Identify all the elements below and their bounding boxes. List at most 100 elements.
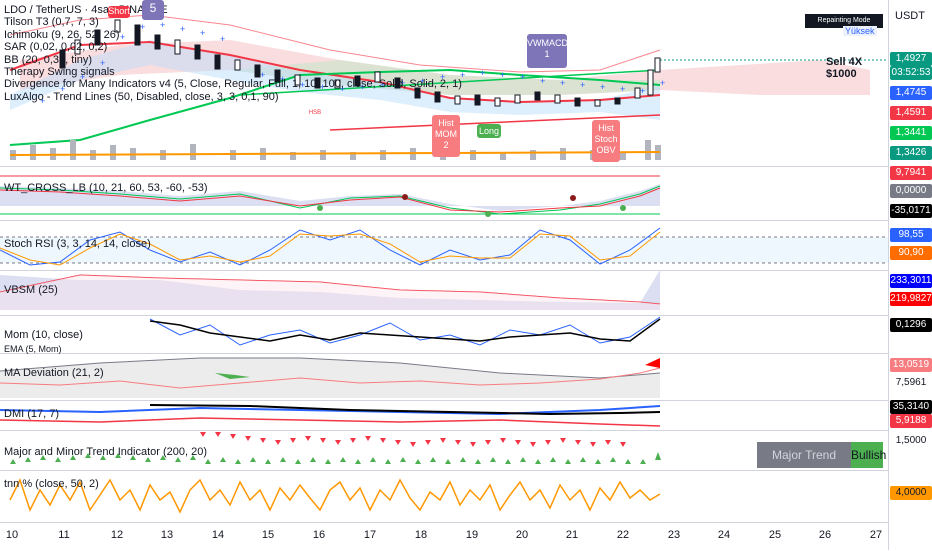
vbsm-legend[interactable]: VBSM (25)	[4, 284, 58, 296]
major-trend-label: Major Trend	[757, 442, 851, 468]
svg-text:+: +	[380, 80, 385, 90]
svg-text:+: +	[320, 82, 325, 92]
time-axis[interactable]: 10 11 12 13 14 15 16 17 18 19 20 21 22 2…	[0, 522, 888, 551]
stoch-tag-2: 90,90	[890, 246, 932, 260]
vbsm-tag-1: 233,3011	[890, 274, 932, 288]
legend-tilson[interactable]: Tilson T3 (0,7, 7, 3)	[4, 16, 99, 29]
long-signal-badge[interactable]: Long	[477, 124, 501, 138]
dmi-legend[interactable]: DMI (17, 7)	[4, 408, 60, 420]
svg-text:+: +	[640, 86, 645, 96]
x-tick: 14	[211, 529, 225, 541]
mom-pane[interactable]: Mom (10, close) EMA (5, Mom)	[0, 315, 888, 354]
svg-text:+: +	[580, 80, 585, 90]
tnn-pane[interactable]: tnn % (close, 50, 2)	[0, 470, 888, 522]
svg-text:+: +	[300, 80, 305, 90]
mom-svg	[149, 316, 661, 346]
vwmacd-badge[interactable]: VWMACD 1	[527, 34, 568, 68]
main-price-pane[interactable]: + + + + + + + + + + + + + + + + + + + + + + + + + + + + + + …	[0, 0, 888, 167]
svg-text:+: +	[420, 76, 425, 86]
svg-text:+: +	[460, 70, 465, 80]
ma-deviation-legend[interactable]: MA Deviation (21, 2)	[4, 367, 104, 379]
price-tag-green: 1,3441	[890, 126, 932, 140]
stoch-rsi-legend[interactable]: Stoch RSI (3, 3, 14, 14, close)	[4, 238, 151, 250]
mom-legend[interactable]: Mom (10, close)	[4, 329, 83, 341]
price-tag-countdown: 03:52:53	[890, 66, 932, 80]
wave-5-badge[interactable]: 5	[142, 0, 164, 20]
x-tick: 11	[58, 529, 70, 541]
short-signal-badge[interactable]: Short	[108, 6, 130, 18]
major-minor-trend-pane[interactable]: Major and Minor Trend Indicator (200, 20…	[0, 430, 888, 471]
svg-text:+: +	[280, 74, 285, 84]
x-tick: 20	[515, 529, 529, 541]
legend-luxalgo[interactable]: LuxAlgo - Trend Lines (50, Disabled, clo…	[4, 90, 279, 103]
currency-selector[interactable]: USDT	[895, 10, 925, 22]
madev-tag-2: 7,5961	[895, 377, 927, 388]
svg-text:+: +	[660, 78, 665, 88]
vbsm-tag-2: 219,9827	[890, 292, 932, 306]
svg-text:+: +	[440, 72, 445, 82]
x-tick: 16	[312, 529, 326, 541]
madev-tag-1: 13,0519	[890, 358, 932, 372]
x-tick: 13	[160, 529, 174, 541]
major-trend-value: Bullish	[851, 442, 886, 468]
tnn-tag: 4,0000	[890, 486, 932, 500]
svg-text:+: +	[480, 68, 485, 78]
legend-symbol[interactable]: LDO / TetherUS · 4sa · BINANCE	[4, 4, 168, 16]
svg-text:+: +	[160, 20, 165, 30]
wt-cross-pane[interactable]: WT_CROSS_LB (10, 21, 60, 53, -60, -53)	[0, 166, 888, 221]
stoch-tag-1: 98,55	[890, 228, 932, 242]
svg-text:+: +	[400, 78, 405, 88]
major-minor-legend[interactable]: Major and Minor Trend Indicator (200, 20…	[4, 446, 207, 458]
svg-text:+: +	[620, 84, 625, 94]
x-tick: 22	[616, 529, 630, 541]
trend-tag: 1,5000	[895, 435, 927, 446]
legend-bb[interactable]: BB (20, 0,33, tiny)	[4, 53, 93, 66]
legend-therapy[interactable]: Therapy Swing signals	[4, 66, 115, 79]
svg-text:+: +	[340, 84, 345, 94]
vbsm-pane[interactable]: VBSM (25)	[0, 270, 888, 316]
hist-mom-badge[interactable]: Hist MOM 2	[432, 115, 460, 157]
dmi-pane[interactable]: DMI (17, 7)	[0, 400, 888, 431]
stoch-rsi-pane[interactable]: Stoch RSI (3, 3, 14, 14, close)	[0, 220, 888, 271]
legend-divergence[interactable]: Divergence for Many Indicators v4 (5, Cl…	[4, 78, 462, 91]
indicator-legend-list: LDO / TetherUS · 4sa · BINANCE Tilson T3…	[4, 4, 462, 103]
svg-text:+: +	[560, 78, 565, 88]
x-tick: 10	[5, 529, 19, 541]
x-tick: 24	[717, 529, 731, 541]
ema-mom-legend[interactable]: EMA (5, Mom)	[4, 344, 62, 354]
svg-text:+: +	[260, 70, 265, 80]
svg-text:+: +	[100, 58, 105, 68]
svg-text:+: +	[500, 70, 505, 80]
price-axis[interactable]: 1,4927 03:52:53 1,4745 1,4591 1,3441 1,3…	[888, 0, 932, 550]
x-tick: 25	[768, 529, 782, 541]
svg-text:+: +	[80, 72, 85, 82]
x-tick: 21	[565, 529, 579, 541]
x-tick: 19	[465, 529, 479, 541]
svg-text:+: +	[120, 32, 125, 42]
hist-stoch-obv-badge[interactable]: Hist Stoch OBV	[592, 120, 620, 162]
svg-text:+: +	[180, 24, 185, 34]
price-tag-blue: 1,4745	[890, 86, 932, 100]
price-tag-current: 1,4927	[890, 52, 932, 66]
mom-tag: 0,1296	[890, 318, 932, 332]
wt-tag-2: 0,0000	[890, 184, 932, 198]
legend-sar[interactable]: SAR (0,02, 0,02, 0,2)	[4, 41, 108, 54]
dmi-svg	[0, 404, 661, 427]
x-tick: 23	[667, 529, 681, 541]
x-tick: 12	[110, 529, 124, 541]
x-tick: 18	[414, 529, 428, 541]
vbsm-svg	[0, 270, 661, 310]
ma-deviation-svg	[0, 357, 661, 398]
svg-text:+: +	[360, 82, 365, 92]
svg-text:+: +	[520, 72, 525, 82]
tnn-svg	[9, 478, 661, 514]
tnn-legend[interactable]: tnn % (close, 50, 2)	[4, 478, 99, 490]
legend-ichimoku[interactable]: Ichimoku (9, 26, 52, 26)	[4, 28, 120, 41]
svg-text:+: +	[60, 84, 65, 94]
chart-area[interactable]: + + + + + + + + + + + + + + + + + + + + + + + + + + + + + + …	[0, 0, 888, 551]
ma-deviation-pane[interactable]: MA Deviation (21, 2)	[0, 353, 888, 401]
sell-order-label[interactable]: Sell 4X $1000	[826, 56, 863, 80]
yuksek-label: Yüksek	[843, 26, 877, 36]
svg-text:+: +	[600, 82, 605, 92]
wt-cross-legend[interactable]: WT_CROSS_LB (10, 21, 60, 53, -60, -53)	[4, 182, 208, 194]
